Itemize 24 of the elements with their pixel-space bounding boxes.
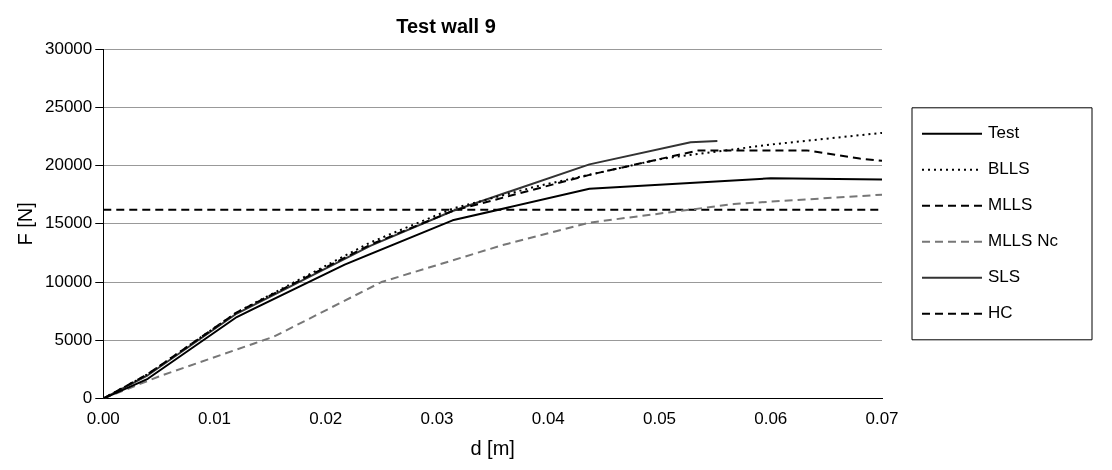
x-tick-label: 0.00: [86, 409, 120, 429]
x-tick-label: 0.06: [754, 409, 788, 429]
y-axis-title: F [N]: [13, 202, 36, 246]
legend-label: MLLS: [988, 195, 1033, 215]
x-axis-title: d [m]: [470, 436, 515, 459]
y-tick-label: 10000: [44, 271, 93, 291]
x-tick-label: 0.01: [197, 409, 232, 429]
y-tick-label: 0: [82, 388, 93, 408]
x-tick-label: 0.02: [309, 409, 343, 429]
legend-label: HC: [988, 303, 1013, 323]
x-tick-label: 0.03: [420, 409, 454, 429]
y-tick-label: 20000: [44, 155, 93, 175]
legend-label: SLS: [988, 267, 1021, 287]
x-tick-label: 0.07: [865, 409, 899, 429]
legend-label: Test: [988, 123, 1020, 143]
chart-title: Test wall 9: [396, 14, 496, 37]
y-tick-label: 25000: [44, 96, 93, 116]
legend-label: BLLS: [988, 159, 1030, 179]
y-tick-label: 15000: [44, 213, 93, 233]
y-tick-label: 30000: [44, 38, 93, 58]
x-tick-label: 0.04: [531, 409, 565, 429]
legend-label: MLLS Nc: [988, 231, 1059, 251]
x-tick-label: 0.05: [642, 409, 677, 429]
y-tick-label: 5000: [54, 330, 93, 350]
